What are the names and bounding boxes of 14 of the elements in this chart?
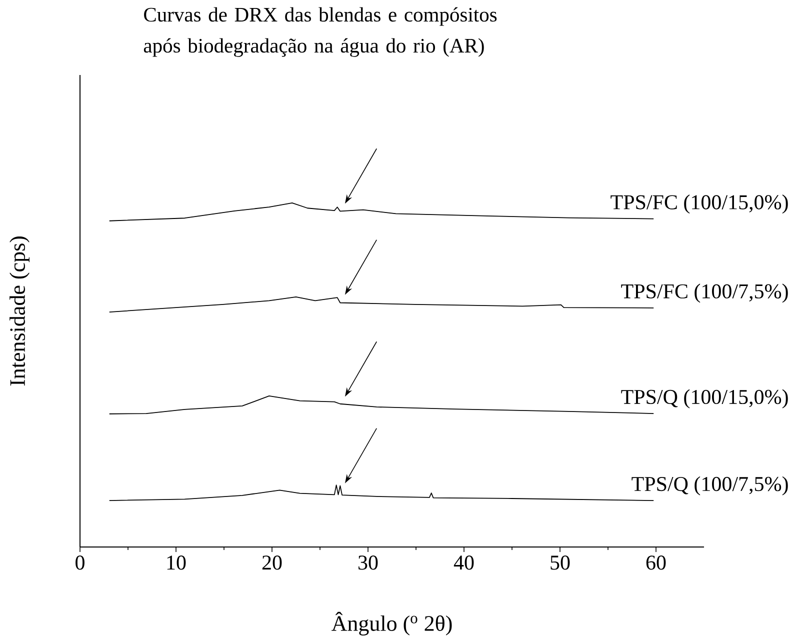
chart-title: Curvas de DRX das blendas e compósitos após biodegradação na água do rio (AR) xyxy=(144,7,497,57)
series-label: TPS/Q (100/7,5%) xyxy=(632,476,788,496)
x-tick-label: 0 xyxy=(76,556,84,570)
x-tick-label: 30 xyxy=(358,556,378,570)
x-axis-title: Ângulo ($^{o}$ 2θ) xyxy=(332,612,452,636)
y-axis-title: Intensidade (cps) xyxy=(10,236,30,386)
x-tick-label: 60 xyxy=(646,556,666,570)
series-label: TPS/FC (100/7,5%) xyxy=(621,284,788,303)
x-tick-label: 50 xyxy=(550,556,570,570)
series-label: TPS/Q (100/15,0%) xyxy=(621,389,788,408)
x-tick-label: 10 xyxy=(167,556,186,570)
x-tick-label: 40 xyxy=(454,556,474,570)
series-label: TPS/FC (100/15,0%) xyxy=(610,194,788,214)
x-tick-label: 20 xyxy=(262,556,282,570)
